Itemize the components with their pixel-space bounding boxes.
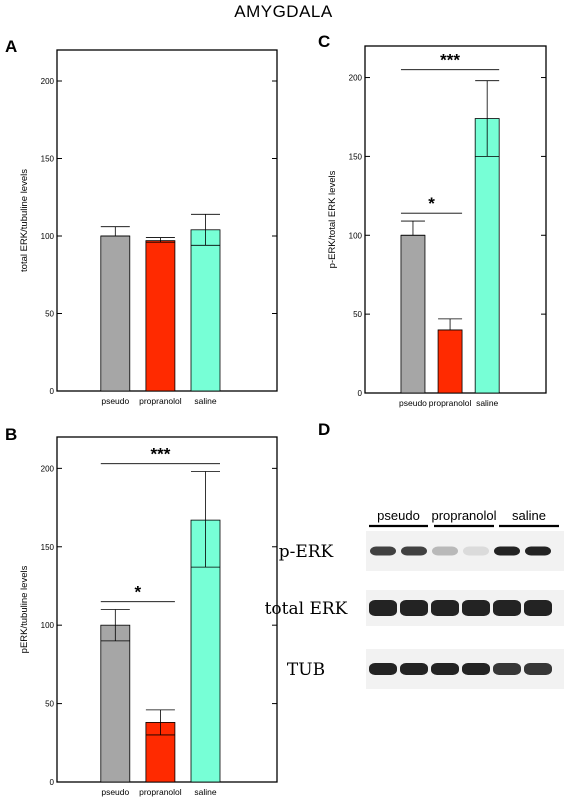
chart-b-ylabel: pERK/tubuline levels: [19, 565, 30, 653]
chart-c-category-label: pseudo: [399, 398, 427, 408]
panel-letter-a: A: [5, 37, 18, 56]
blot-band: [494, 546, 520, 556]
panel-letter-b: B: [5, 425, 18, 444]
blot-row-label: p-ERK: [279, 542, 334, 562]
chart-b-significance-label: *: [135, 583, 142, 602]
blot-row-label: TUB: [287, 660, 325, 680]
chart-b-bar-pseudo: [100, 624, 131, 783]
chart-a-ytick-label: 200: [41, 77, 55, 86]
chart-c-ytick-label: 150: [349, 152, 363, 161]
chart-a-bar-saline: [190, 229, 221, 392]
chart-a-category-label: pseudo: [101, 396, 129, 406]
blot-band: [401, 546, 427, 556]
blot-band: [431, 663, 459, 675]
chart-c-bar-saline: [474, 118, 500, 394]
blot-band: [400, 663, 428, 675]
panel-letter-d: D: [318, 420, 331, 439]
chart-c-ylabel: p-ERK/total ERK levels: [327, 170, 338, 268]
chart-c-ytick-label: 0: [358, 389, 363, 398]
chart-a-ytick-label: 50: [45, 310, 54, 319]
chart-b-category-label: propranolol: [139, 787, 182, 797]
blot-band: [432, 546, 458, 556]
chart-c-category-label: saline: [476, 398, 498, 408]
blot-band: [493, 600, 521, 616]
blot-row-label: total ERK: [265, 599, 348, 619]
blot-band: [370, 546, 396, 556]
chart-b-ytick-label: 0: [50, 778, 55, 787]
chart-c-bar-propranolol: [437, 329, 463, 394]
chart-b-ytick-label: 50: [45, 700, 54, 709]
chart-a-ytick-label: 150: [41, 155, 55, 164]
blot-band: [524, 663, 552, 675]
chart-c-ytick-label: 200: [349, 74, 363, 83]
blot-band: [463, 546, 489, 556]
blot-band: [369, 663, 397, 675]
chart-b-ytick-label: 150: [41, 543, 55, 552]
chart-c-ytick-label: 50: [353, 310, 362, 319]
blot-band: [369, 600, 397, 616]
blot-band: [400, 600, 428, 616]
chart-b-ytick-label: 100: [41, 621, 55, 630]
chart-c-significance-label: ***: [440, 51, 460, 70]
blot-band: [462, 600, 490, 616]
chart-a-bar-propranolol: [145, 240, 176, 392]
blot-band: [462, 663, 490, 675]
blot-band: [493, 663, 521, 675]
chart-c-significance-label: *: [428, 194, 435, 213]
chart-b-ytick-label: 200: [41, 464, 55, 473]
chart-b-significance-label: ***: [150, 445, 170, 464]
blot-group-label-pseudo: pseudo: [377, 508, 420, 523]
blot-group-label-propranolol: propranolol: [431, 508, 496, 523]
blot-band: [431, 600, 459, 616]
figure-title: AMYGDALA: [234, 2, 333, 21]
blot-group-label-saline: saline: [512, 508, 546, 523]
chart-b-category-label: pseudo: [101, 787, 129, 797]
chart-a-ytick-label: 100: [41, 232, 55, 241]
blot-band: [524, 600, 552, 616]
chart-c-category-label: propranolol: [429, 398, 472, 408]
chart-b-category-label: saline: [194, 787, 216, 797]
chart-a-ytick-label: 0: [50, 387, 55, 396]
panel-letter-c: C: [318, 32, 331, 51]
chart-c-bar-pseudo: [400, 234, 426, 394]
chart-a-category-label: saline: [194, 396, 216, 406]
blot-band: [525, 546, 551, 556]
chart-a-bar-pseudo: [100, 235, 131, 392]
chart-a-category-label: propranolol: [139, 396, 182, 406]
chart-a-ylabel: total ERK/tubuline levels: [19, 169, 30, 272]
chart-c-ytick-label: 100: [349, 231, 363, 240]
